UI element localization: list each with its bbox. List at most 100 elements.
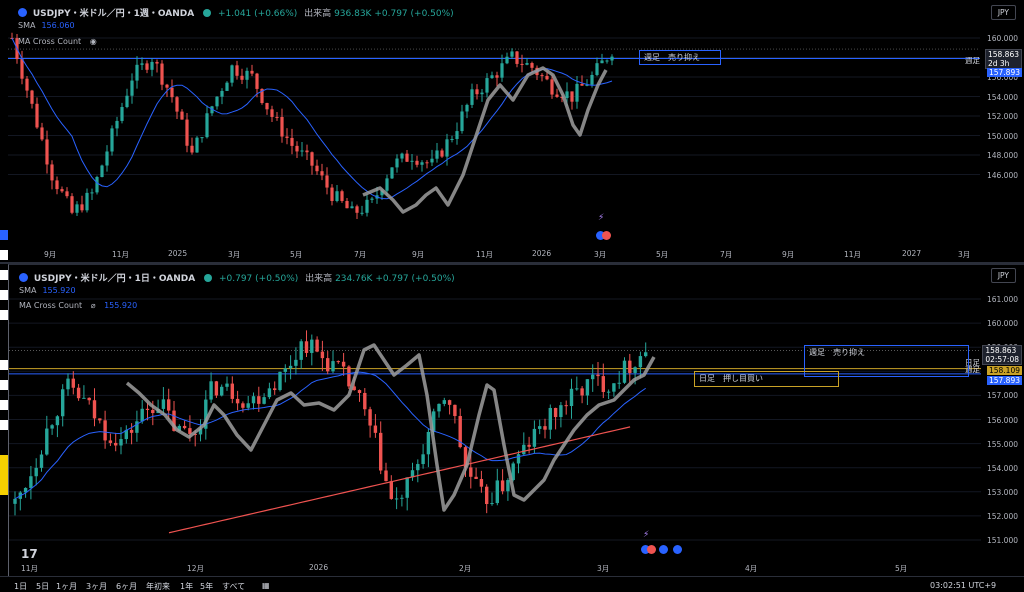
candle[interactable] (35, 97, 39, 129)
candle[interactable] (283, 364, 287, 383)
candle[interactable] (485, 484, 489, 514)
candle[interactable] (553, 407, 558, 430)
candle[interactable] (66, 373, 70, 396)
pattern-tool-icon[interactable] (0, 290, 8, 300)
candle[interactable] (205, 105, 209, 139)
candle[interactable] (85, 188, 89, 213)
candle[interactable] (90, 188, 94, 200)
candle[interactable] (345, 198, 349, 209)
candle[interactable] (373, 414, 378, 438)
candle[interactable] (30, 89, 34, 109)
candle[interactable] (511, 461, 515, 482)
candle[interactable] (430, 149, 434, 167)
candle[interactable] (80, 195, 84, 213)
candle[interactable] (550, 74, 554, 99)
candle[interactable] (160, 60, 164, 91)
favorites-tool-icon[interactable] (0, 455, 8, 495)
candle[interactable] (315, 336, 319, 353)
weekly-chart-pane[interactable]: USDJPY・米ドル／円・1週・OANDA +1.041 (+0.66%) 出来… (8, 0, 1024, 262)
weekly-sma-legend[interactable]: SMA 156.060 (18, 21, 75, 30)
candle[interactable] (209, 372, 213, 403)
weekly-time-axis[interactable]: 9月 11月 2025 3月 5月 7月 9月 11月 2026 3月 5月 7月 9月 11月 2027 3… (8, 249, 978, 261)
candle[interactable] (540, 73, 544, 82)
candle[interactable] (405, 477, 409, 511)
candle[interactable] (325, 167, 329, 195)
candle[interactable] (416, 459, 420, 483)
candle[interactable] (225, 81, 229, 91)
candle[interactable] (379, 421, 383, 475)
candle[interactable] (442, 397, 446, 407)
candle[interactable] (95, 175, 99, 195)
candle[interactable] (245, 67, 249, 89)
candle[interactable] (410, 153, 414, 170)
candle[interactable] (644, 342, 648, 358)
candle[interactable] (474, 467, 478, 480)
economic-events-icon[interactable] (641, 545, 671, 556)
candle[interactable] (605, 59, 609, 64)
candle[interactable] (600, 53, 604, 64)
candle[interactable] (20, 50, 24, 85)
candle[interactable] (331, 350, 335, 374)
candle[interactable] (230, 64, 234, 87)
candle[interactable] (320, 163, 324, 181)
economic-event-icon[interactable] (673, 545, 685, 556)
candle[interactable] (273, 381, 277, 395)
candle[interactable] (45, 415, 49, 456)
range-5d[interactable]: 5日 (36, 582, 50, 591)
weekly-ma-cross-legend[interactable]: MA Cross Count ◉ (18, 37, 97, 46)
candle[interactable] (515, 50, 519, 68)
zoom-tool-icon[interactable] (0, 380, 8, 390)
candle[interactable] (119, 427, 123, 455)
candle[interactable] (55, 176, 59, 195)
pane-divider[interactable] (0, 262, 1024, 264)
candle[interactable] (591, 364, 595, 392)
hidden-icon[interactable]: ⌀ (90, 301, 96, 310)
candle[interactable] (405, 149, 409, 163)
candle[interactable] (290, 128, 294, 155)
candle[interactable] (516, 450, 521, 474)
candle[interactable] (105, 145, 109, 172)
candle[interactable] (190, 137, 194, 155)
candle[interactable] (76, 383, 81, 401)
candle[interactable] (61, 384, 65, 427)
candle[interactable] (435, 142, 439, 163)
candle[interactable] (340, 189, 344, 203)
range-1d[interactable]: 1日 (14, 582, 28, 591)
candle[interactable] (214, 380, 219, 398)
candle[interactable] (315, 159, 319, 175)
candle[interactable] (500, 469, 505, 495)
candle[interactable] (350, 201, 354, 209)
text-tool-icon[interactable] (0, 310, 8, 320)
candle[interactable] (420, 160, 424, 172)
candle[interactable] (479, 470, 484, 493)
range-6m[interactable]: 6ヶ月 (116, 582, 138, 591)
candle[interactable] (400, 494, 404, 507)
candle[interactable] (50, 424, 54, 435)
daily-ma-cross-legend[interactable]: MA Cross Count ⌀ 155.920 (19, 301, 137, 310)
candle[interactable] (120, 102, 124, 124)
range-1y[interactable]: 1年 (180, 582, 194, 591)
candle[interactable] (570, 91, 574, 110)
candle[interactable] (34, 458, 38, 486)
candle[interactable] (495, 71, 499, 87)
candle[interactable] (255, 72, 259, 98)
candle[interactable] (265, 102, 269, 115)
candle[interactable] (92, 388, 97, 427)
candle[interactable] (251, 392, 256, 410)
candle[interactable] (357, 389, 362, 402)
range-3m[interactable]: 3ヶ月 (86, 582, 108, 591)
candle[interactable] (564, 400, 568, 415)
candle[interactable] (305, 144, 309, 160)
candle[interactable] (87, 397, 91, 405)
candle[interactable] (555, 88, 559, 98)
weekly-trend-drawing[interactable] (362, 66, 608, 214)
candle[interactable] (425, 160, 429, 169)
candle[interactable] (115, 116, 119, 137)
candle[interactable] (161, 387, 166, 415)
candle[interactable] (335, 185, 339, 203)
candle[interactable] (421, 444, 425, 469)
candle[interactable] (70, 193, 74, 215)
candle[interactable] (394, 487, 399, 510)
candle[interactable] (280, 108, 284, 143)
candle[interactable] (150, 58, 154, 77)
